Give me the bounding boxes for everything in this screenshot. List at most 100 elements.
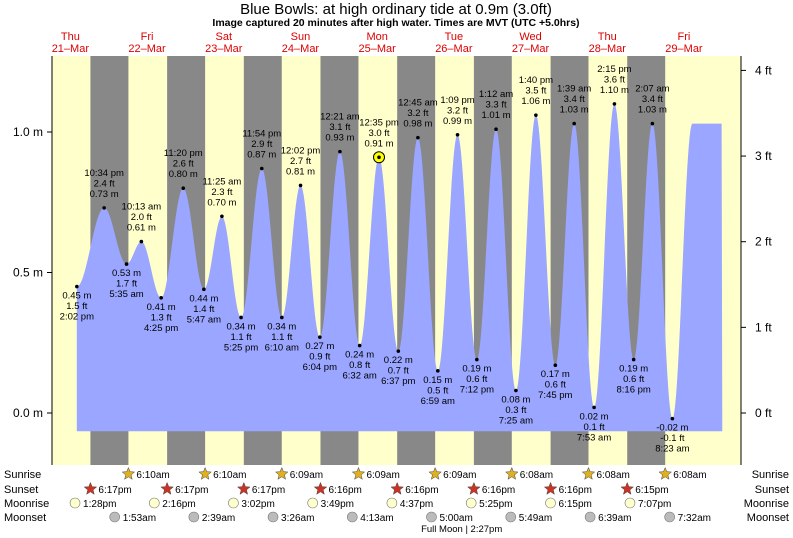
moonrise-icon	[545, 497, 556, 509]
tide-label: 12:02 pm	[281, 145, 321, 156]
moonrise-row-label-right: Moonrise	[744, 498, 789, 510]
tide-point	[298, 183, 303, 188]
tide-label: 1.4 ft	[193, 304, 214, 315]
day-labels: Thu21–MarFri22–MarSat23–MarSun24–MarMon2…	[52, 31, 703, 55]
tide-label: 7:45 pm	[538, 390, 572, 401]
sunset-time-label: 6:16pm	[405, 485, 438, 496]
tide-label: -0.1 ft	[660, 433, 685, 444]
tide-label: 2.7 ft	[290, 156, 311, 167]
tide-label: 7:12 pm	[460, 385, 494, 396]
day-name-label: Wed	[519, 31, 541, 43]
sun-icon	[198, 466, 212, 480]
tide-point	[494, 127, 498, 131]
moonset-time-label: 2:39am	[202, 513, 235, 524]
tide-label: 2:07 am	[635, 84, 669, 95]
chart-title: Blue Bowls: at high ordinary tide at 0.9…	[240, 1, 552, 18]
sunrise-time-label: 6:08am	[520, 470, 553, 481]
chart-subtitle: Image captured 20 minutes after high wat…	[212, 17, 579, 29]
tide-point	[612, 102, 617, 106]
tide-label: 5:25 pm	[224, 342, 258, 353]
moonset-time-label: 5:49am	[519, 513, 552, 524]
tide-label: 8:23 am	[655, 444, 689, 455]
tide-label: 12:21 am	[320, 112, 360, 123]
sun-icon	[581, 466, 596, 480]
tide-point	[139, 239, 144, 244]
tide-label: 10:13 am	[122, 202, 162, 213]
y-right-tick-label: 0 ft	[755, 406, 772, 420]
tide-label: 0.3 ft	[505, 405, 526, 416]
tide-label: 0.53 m	[112, 268, 141, 279]
day-date-label: 27–Mar	[512, 43, 550, 55]
tide-label: 0.34 m	[227, 321, 256, 332]
moonset-row-label-left: Moonset	[4, 512, 46, 524]
tide-label: 0.7 ft	[388, 366, 409, 377]
tide-label: 3.0 ft	[368, 128, 389, 139]
y-right-tick-label: 1 ft	[755, 320, 772, 334]
moonrise-icon	[228, 497, 239, 509]
tide-point	[338, 149, 342, 154]
tide-point	[75, 284, 79, 289]
tide-label: 0.80 m	[169, 169, 198, 180]
tide-label: 0.34 m	[267, 321, 296, 332]
moonrise-time-label: 6:15pm	[559, 499, 592, 510]
tide-label: 1:09 pm	[440, 95, 474, 106]
sunset-icon	[620, 481, 635, 495]
tide-label: 0.08 m	[501, 395, 530, 406]
tide-label: 1.1 ft	[231, 332, 252, 343]
tide-label: 1.5 ft	[66, 301, 87, 312]
tide-label: 0.27 m	[305, 341, 334, 352]
tide-point	[220, 214, 224, 219]
tide-label: 2.3 ft	[211, 187, 232, 198]
day-date-label: 25–Mar	[359, 43, 397, 55]
tide-label: 0.15 m	[423, 375, 452, 386]
sunset-icon	[467, 481, 481, 495]
sun-icon	[658, 466, 673, 480]
sunset-icon	[313, 481, 328, 495]
tide-label: 3.4 ft	[564, 94, 585, 105]
moonset-icon	[188, 511, 200, 523]
sunset-icon	[160, 481, 174, 495]
y-left-tick-label: 0.5 m	[13, 266, 43, 280]
sunrise-row-label-right: Sunrise	[752, 469, 789, 481]
tide-point	[475, 357, 479, 362]
tide-label: 1.06 m	[521, 96, 550, 107]
tide-point	[181, 186, 186, 190]
sunrise-time-label: 6:10am	[213, 470, 246, 481]
astro-rows: Sunrise Sunrise 6:10am 6:10am 6:09am 6:09am 6:…	[4, 466, 789, 535]
moonrise-time-label: 7:07pm	[638, 499, 671, 510]
tide-label: 8:16 pm	[617, 385, 651, 396]
tide-label: 0.22 m	[384, 355, 413, 366]
tide-point	[280, 315, 284, 320]
sunset-icon	[390, 481, 405, 495]
tide-label: 6:10 am	[265, 342, 299, 353]
day-date-label: 28–Mar	[589, 43, 627, 55]
moonset-time-label: 5:00am	[439, 513, 472, 524]
tide-label: 2:15 pm	[597, 64, 631, 75]
tide-label: 6:04 pm	[303, 362, 337, 373]
sunset-icon	[83, 481, 98, 495]
sunset-icon	[543, 481, 558, 495]
sunset-time-label: 6:17pm	[98, 485, 131, 496]
tide-label: 6:59 am	[421, 396, 455, 407]
sunset-time-label: 6:16pm	[482, 485, 515, 496]
day-date-label: 22–Mar	[128, 43, 166, 55]
tide-label: 0.61 m	[127, 223, 156, 234]
moonset-row-label-right: Moonset	[747, 512, 789, 524]
tide-label: 0.44 m	[189, 293, 218, 304]
moonset-icon	[267, 511, 279, 523]
moonrise-icon	[465, 497, 477, 509]
tide-point	[202, 287, 206, 292]
tide-label: 10:34 pm	[84, 168, 124, 179]
tide-label: 0.70 m	[207, 197, 236, 208]
moonset-time-label: 7:32am	[678, 513, 711, 524]
day-name-label: Mon	[366, 31, 387, 43]
tide-point	[102, 206, 106, 210]
y-left-tick-label: 0.0 m	[13, 406, 43, 420]
tide-point	[239, 315, 243, 320]
axes: 0.0 m 0.5 m 1.0 m 0 ft 1 ft 2 ft 3 ft 4 ft	[13, 56, 772, 465]
tide-point	[436, 369, 440, 373]
tide-label: 12:45 am	[398, 98, 438, 109]
tide-label: 11:54 pm	[242, 129, 281, 140]
tide-point	[514, 388, 518, 393]
